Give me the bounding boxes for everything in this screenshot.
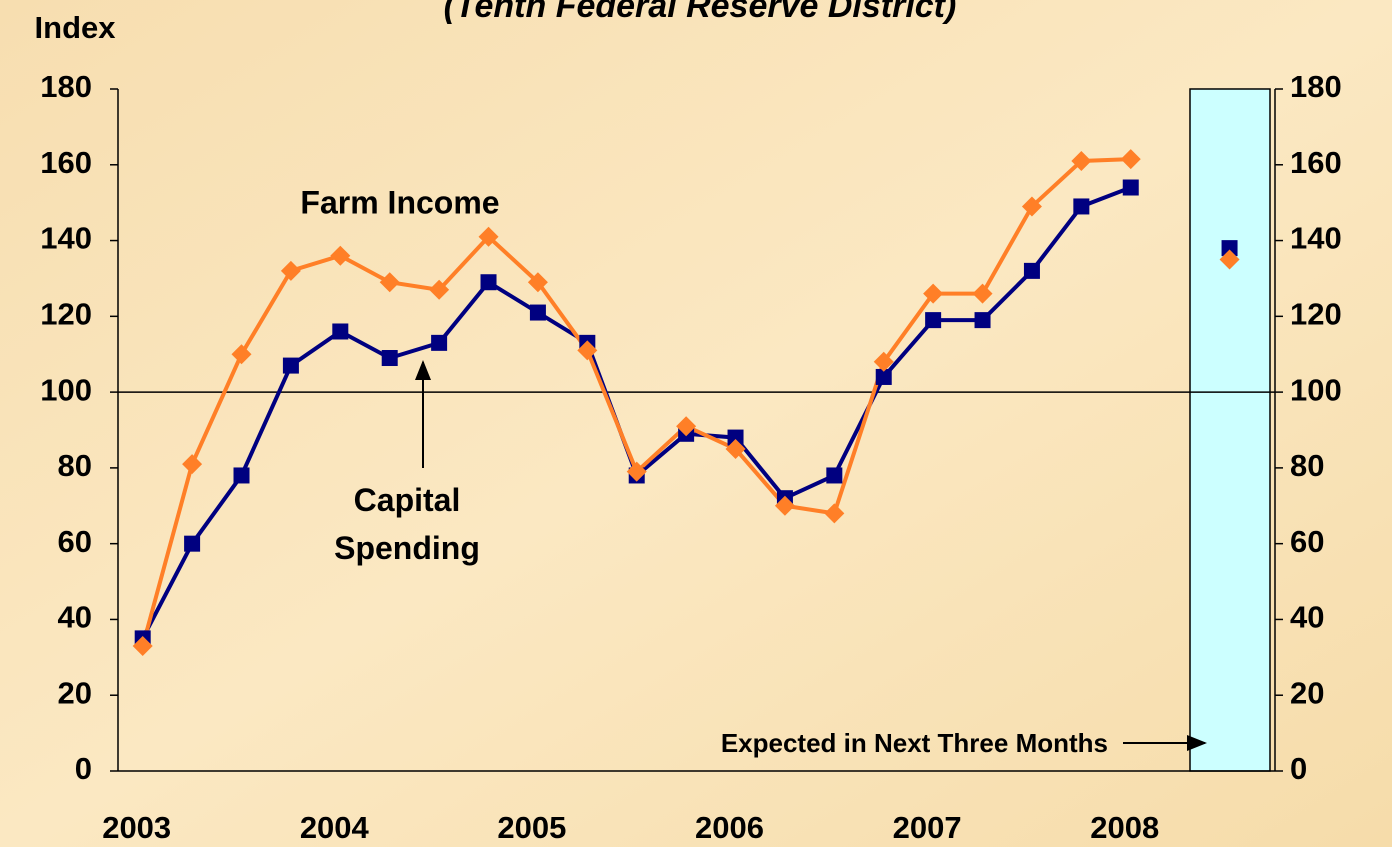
data-point (727, 429, 744, 446)
data-point (1120, 149, 1141, 170)
data-point (923, 283, 944, 304)
data-point (332, 323, 349, 340)
y-tick-label: 100 (40, 372, 92, 407)
series-label: Farm Income (300, 184, 499, 220)
series-label-line: Capital (354, 482, 461, 518)
y-tick-label: 60 (1290, 524, 1324, 559)
data-point (1023, 262, 1040, 279)
y-tick-label: 140 (1290, 221, 1342, 256)
y-tick-label: 160 (1290, 145, 1342, 180)
y-tick-label: 80 (1290, 448, 1324, 483)
data-point (824, 503, 845, 524)
data-point (480, 274, 497, 291)
data-point (330, 245, 351, 266)
expected-region (1189, 88, 1271, 772)
data-point (577, 340, 598, 361)
data-point (725, 438, 746, 459)
y-tick-label: 120 (40, 297, 92, 332)
y-tick-label: 100 (1290, 372, 1342, 407)
y-tick-label: 160 (40, 145, 92, 180)
data-point (972, 283, 993, 304)
series-label: Capital Spending (334, 482, 480, 566)
y-tick-label: 140 (40, 221, 92, 256)
data-point (1071, 150, 1092, 171)
data-point (1122, 179, 1139, 196)
data-point (431, 334, 448, 351)
data-point (626, 461, 647, 482)
y-tick-label: 180 (1290, 69, 1342, 104)
x-tick-label: 2005 (497, 810, 566, 845)
data-point (280, 260, 301, 281)
data-point (1073, 198, 1090, 215)
series-label-line: Spending (334, 530, 480, 566)
y-tick-label: 120 (1290, 297, 1342, 332)
data-point (1021, 196, 1042, 217)
y-tick-label: 20 (1290, 675, 1324, 710)
y-axis-label: Index (35, 10, 117, 45)
data-point (527, 272, 548, 293)
data-point (379, 272, 400, 293)
data-point (231, 344, 252, 365)
data-point (184, 535, 201, 552)
data-point (774, 495, 795, 516)
data-point (974, 312, 991, 329)
data-point (875, 368, 892, 385)
data-point (182, 454, 203, 475)
plot (132, 149, 1240, 656)
y-tick-label: 40 (58, 600, 92, 635)
x-tick-label: 2003 (102, 810, 171, 845)
data-point (233, 467, 250, 484)
data-point (873, 351, 894, 372)
data-point (282, 357, 299, 374)
x-tick-label: 2007 (893, 810, 962, 845)
data-point (676, 416, 697, 437)
data-point (381, 350, 398, 367)
x-tick-label: 2008 (1090, 810, 1159, 845)
y-tick-label: 20 (58, 675, 92, 710)
y-tick-label: 0 (75, 751, 92, 786)
y-tick-label: 80 (58, 448, 92, 483)
x-tick-label: 2004 (300, 810, 370, 845)
data-point (132, 635, 153, 656)
y-tick-label: 40 (1290, 600, 1324, 635)
chart-title: (Tenth Federal Reserve District) (444, 0, 957, 25)
data-point (826, 467, 843, 484)
data-point (925, 312, 942, 329)
x-tick-label: 2006 (695, 810, 764, 845)
expected-point (1221, 240, 1238, 257)
y-tick-label: 0 (1290, 751, 1307, 786)
axes: 0 0 20 20 40 40 60 60 80 80 100 100 120 120 140 140 160 1… (40, 69, 1341, 845)
data-point (529, 304, 546, 321)
expected-point (1219, 249, 1240, 270)
y-tick-label: 60 (58, 524, 92, 559)
annotation: Expected in Next Three Months (721, 728, 1108, 758)
data-point (478, 226, 499, 247)
y-tick-label: 180 (40, 69, 92, 104)
data-point (429, 279, 450, 300)
